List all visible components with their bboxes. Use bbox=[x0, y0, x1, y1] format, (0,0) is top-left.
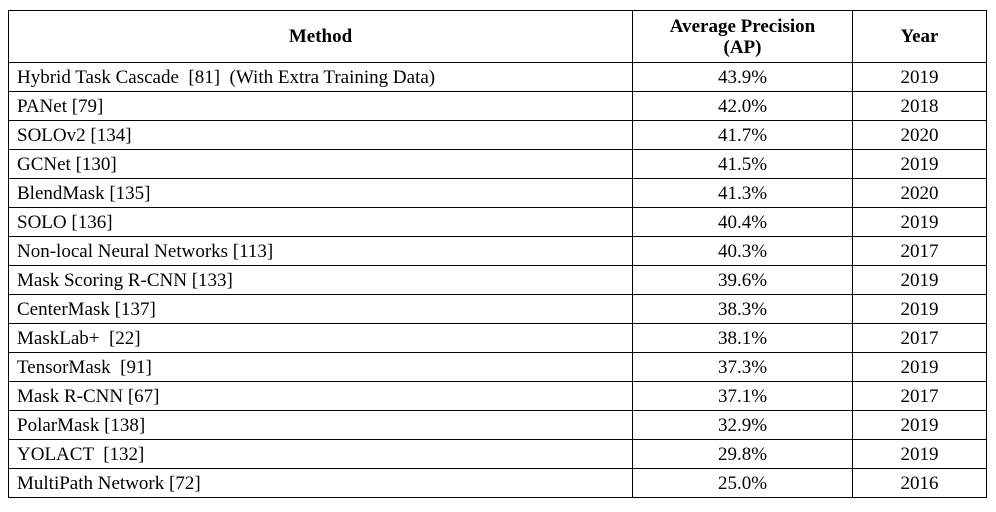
method-cell: PANet [79] bbox=[8, 91, 633, 121]
table-row: Non-local Neural Networks [113] 40.3% 2017 bbox=[8, 236, 987, 266]
table-row: Mask Scoring R-CNN [133] 39.6% 2019 bbox=[8, 265, 987, 295]
ap-cell: 41.3% bbox=[632, 178, 853, 208]
year-cell: 2017 bbox=[852, 323, 987, 353]
year-cell: 2020 bbox=[852, 178, 987, 208]
table-row: MultiPath Network [72] 25.0% 2016 bbox=[8, 468, 987, 498]
table-row: SOLOv2 [134] 41.7% 2020 bbox=[8, 120, 987, 150]
header-text: Year bbox=[900, 26, 939, 47]
year-cell: 2018 bbox=[852, 91, 987, 121]
table-row: TensorMask [91] 37.3% 2019 bbox=[8, 352, 987, 382]
table-row: PolarMask [138] 32.9% 2019 bbox=[8, 410, 987, 440]
method-cell: YOLACT [132] bbox=[8, 439, 633, 469]
year-cell: 2017 bbox=[852, 236, 987, 266]
method-cell: MultiPath Network [72] bbox=[8, 468, 633, 498]
ap-cell: 41.7% bbox=[632, 120, 853, 150]
table-row: YOLACT [132] 29.8% 2019 bbox=[8, 439, 987, 469]
results-table: Method Average Precision (AP) Year Hybrid … bbox=[8, 10, 987, 498]
method-cell: Mask Scoring R-CNN [133] bbox=[8, 265, 633, 295]
year-cell: 2019 bbox=[852, 207, 987, 237]
year-cell: 2016 bbox=[852, 468, 987, 498]
ap-cell: 42.0% bbox=[632, 91, 853, 121]
ap-cell: 38.1% bbox=[632, 323, 853, 353]
table-row: PANet [79] 42.0% 2018 bbox=[8, 91, 987, 121]
method-cell: Non-local Neural Networks [113] bbox=[8, 236, 633, 266]
year-cell: 2019 bbox=[852, 294, 987, 324]
method-cell: SOLO [136] bbox=[8, 207, 633, 237]
method-cell: MaskLab+ [22] bbox=[8, 323, 633, 353]
table-row: MaskLab+ [22] 38.1% 2017 bbox=[8, 323, 987, 353]
column-header: Average Precision (AP) bbox=[632, 10, 853, 63]
header-row: Method Average Precision (AP) Year bbox=[8, 10, 987, 63]
ap-cell: 41.5% bbox=[632, 149, 853, 179]
ap-cell: 29.8% bbox=[632, 439, 853, 469]
method-cell: Mask R-CNN [67] bbox=[8, 381, 633, 411]
year-cell: 2019 bbox=[852, 62, 987, 92]
year-cell: 2019 bbox=[852, 439, 987, 469]
table-row: BlendMask [135] 41.3% 2020 bbox=[8, 178, 987, 208]
year-cell: 2020 bbox=[852, 120, 987, 150]
ap-cell: 25.0% bbox=[632, 468, 853, 498]
year-cell: 2019 bbox=[852, 352, 987, 382]
ap-cell: 39.6% bbox=[632, 265, 853, 295]
ap-cell: 32.9% bbox=[632, 410, 853, 440]
method-cell: SOLOv2 [134] bbox=[8, 120, 633, 150]
method-cell: CenterMask [137] bbox=[8, 294, 633, 324]
ap-cell: 40.3% bbox=[632, 236, 853, 266]
ap-cell: 38.3% bbox=[632, 294, 853, 324]
header-text: Average Precision (AP) bbox=[669, 15, 816, 58]
method-cell: PolarMask [138] bbox=[8, 410, 633, 440]
ap-cell: 40.4% bbox=[632, 207, 853, 237]
column-header: Method bbox=[8, 10, 633, 63]
year-cell: 2017 bbox=[852, 381, 987, 411]
method-cell: Hybrid Task Cascade [81] (With Extra Tra… bbox=[8, 62, 633, 92]
method-cell: GCNet [130] bbox=[8, 149, 633, 179]
table-row: Mask R-CNN [67] 37.1% 2017 bbox=[8, 381, 987, 411]
table-row: GCNet [130] 41.5% 2019 bbox=[8, 149, 987, 179]
header-text: Method bbox=[288, 26, 353, 47]
ap-cell: 37.1% bbox=[632, 381, 853, 411]
column-header: Year bbox=[852, 10, 987, 63]
ap-cell: 37.3% bbox=[632, 352, 853, 382]
year-cell: 2019 bbox=[852, 149, 987, 179]
table-row: SOLO [136] 40.4% 2019 bbox=[8, 207, 987, 237]
year-cell: 2019 bbox=[852, 410, 987, 440]
table-row: CenterMask [137] 38.3% 2019 bbox=[8, 294, 987, 324]
table-row: Hybrid Task Cascade [81] (With Extra Tra… bbox=[8, 62, 987, 92]
table-body: Hybrid Task Cascade [81] (With Extra Tra… bbox=[8, 62, 987, 498]
method-cell: TensorMask [91] bbox=[8, 352, 633, 382]
year-cell: 2019 bbox=[852, 265, 987, 295]
ap-cell: 43.9% bbox=[632, 62, 853, 92]
method-cell: BlendMask [135] bbox=[8, 178, 633, 208]
